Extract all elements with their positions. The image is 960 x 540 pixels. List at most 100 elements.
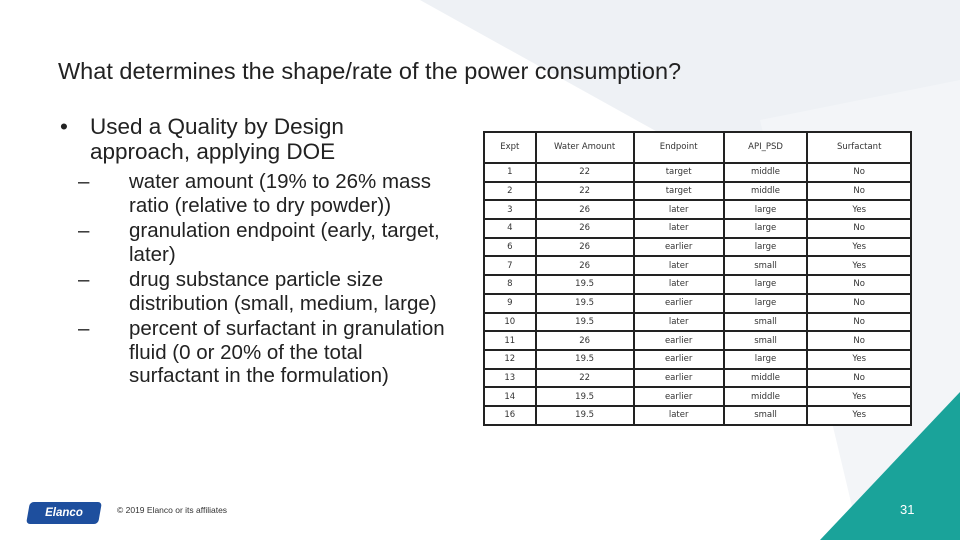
doe-table: Expt Water Amount Endpoint API_PSD Surfa…: [483, 131, 912, 426]
table-row: 8 19.5 later large No: [483, 274, 912, 295]
cell-endpoint: earlier: [632, 330, 725, 351]
cell-expt: 2: [483, 180, 537, 202]
slide-number: 31: [900, 502, 915, 517]
cell-expt: 12: [483, 348, 537, 370]
table-row: 4 26 later large No: [483, 218, 912, 239]
cell-water-amount: 19.5: [534, 404, 635, 426]
elanco-logo: Elanco: [26, 502, 102, 524]
cell-api-psd: middle: [722, 180, 809, 202]
table-body: 1 22 target middle No 2 22 target middle No 3 26 lat…: [483, 162, 912, 426]
cell-api-psd: large: [722, 348, 809, 370]
header-api-psd: API_PSD: [722, 131, 809, 164]
cell-endpoint: later: [632, 404, 725, 426]
sub-bullet-marker: –: [78, 317, 90, 340]
table-header-row: Expt Water Amount Endpoint API_PSD Surfa…: [483, 131, 912, 164]
slide-title: What determines the shape/rate of the po…: [58, 58, 682, 84]
cell-endpoint: earlier: [632, 292, 725, 314]
cell-surfactant: Yes: [806, 404, 912, 426]
cell-endpoint: target: [632, 162, 725, 183]
table-row: 1 22 target middle No: [483, 162, 912, 183]
cell-surfactant: No: [806, 311, 912, 333]
cell-water-amount: 26: [534, 199, 635, 221]
cell-api-psd: middle: [722, 162, 809, 183]
sub-bullet-text: percent of surfactant in granulation flu…: [129, 317, 445, 387]
cell-water-amount: 19.5: [534, 311, 635, 333]
sub-bullet-marker: –: [78, 170, 90, 193]
cell-endpoint: earlier: [632, 236, 725, 258]
cell-surfactant: Yes: [806, 348, 912, 370]
cell-api-psd: small: [722, 404, 809, 426]
sub-bullet-water-amount: – water amount (19% to 26% mass ratio (r…: [68, 170, 445, 217]
cell-water-amount: 19.5: [534, 274, 635, 295]
cell-endpoint: earlier: [632, 367, 725, 389]
cell-expt: 6: [483, 236, 537, 258]
cell-api-psd: large: [722, 236, 809, 258]
sub-bullet-text: drug substance particle size distributio…: [129, 268, 437, 315]
cell-endpoint: later: [632, 274, 725, 295]
cell-expt: 3: [483, 199, 537, 221]
cell-water-amount: 22: [534, 162, 635, 183]
cell-api-psd: small: [722, 330, 809, 351]
cell-water-amount: 19.5: [534, 348, 635, 370]
logo-text: Elanco: [45, 507, 83, 519]
cell-api-psd: small: [722, 255, 809, 277]
header-water-amount: Water Amount: [534, 131, 635, 164]
table-row: 16 19.5 later small Yes: [483, 404, 912, 426]
cell-surfactant: No: [806, 367, 912, 389]
sub-bullet-text: granulation endpoint (early, target, lat…: [129, 219, 440, 266]
table-row: 7 26 later small Yes: [483, 255, 912, 277]
sub-bullet-marker: –: [78, 219, 90, 242]
cell-water-amount: 19.5: [534, 386, 635, 407]
header-expt: Expt: [483, 131, 537, 164]
cell-surfactant: Yes: [806, 236, 912, 258]
cell-surfactant: No: [806, 292, 912, 314]
cell-surfactant: Yes: [806, 199, 912, 221]
sub-bullet-list: – water amount (19% to 26% mass ratio (r…: [60, 170, 445, 388]
cell-surfactant: No: [806, 180, 912, 202]
cell-endpoint: later: [632, 218, 725, 239]
table-row: 9 19.5 earlier large No: [483, 292, 912, 314]
table-row: 11 26 earlier small No: [483, 330, 912, 351]
table-row: 10 19.5 later small No: [483, 311, 912, 333]
bullet-list: • Used a Quality by Design approach, app…: [60, 114, 445, 390]
cell-water-amount: 26: [534, 330, 635, 351]
teal-corner-shape: [820, 392, 960, 540]
cell-expt: 11: [483, 330, 537, 351]
cell-expt: 4: [483, 218, 537, 239]
cell-expt: 7: [483, 255, 537, 277]
header-surfactant: Surfactant: [806, 131, 912, 164]
cell-endpoint: earlier: [632, 386, 725, 407]
sub-bullet-text: water amount (19% to 26% mass ratio (rel…: [129, 170, 431, 217]
cell-endpoint: earlier: [632, 348, 725, 370]
cell-surfactant: Yes: [806, 386, 912, 407]
cell-water-amount: 22: [534, 367, 635, 389]
cell-expt: 14: [483, 386, 537, 407]
cell-water-amount: 26: [534, 255, 635, 277]
cell-endpoint: later: [632, 311, 725, 333]
cell-api-psd: small: [722, 311, 809, 333]
cell-water-amount: 19.5: [534, 292, 635, 314]
sub-bullet-marker: –: [78, 268, 90, 291]
table-row: 3 26 later large Yes: [483, 199, 912, 221]
cell-api-psd: large: [722, 292, 809, 314]
copyright-text: © 2019 Elanco or its affiliates: [117, 505, 228, 515]
table-row: 6 26 earlier large Yes: [483, 236, 912, 258]
cell-expt: 13: [483, 367, 537, 389]
cell-endpoint: target: [632, 180, 725, 202]
table-row: 13 22 earlier middle No: [483, 367, 912, 389]
cell-surfactant: No: [806, 218, 912, 239]
cell-expt: 1: [483, 162, 537, 183]
cell-water-amount: 26: [534, 218, 635, 239]
cell-expt: 10: [483, 311, 537, 333]
cell-api-psd: large: [722, 199, 809, 221]
cell-api-psd: large: [722, 274, 809, 295]
cell-surfactant: No: [806, 162, 912, 183]
cell-api-psd: middle: [722, 367, 809, 389]
table-row: 2 22 target middle No: [483, 180, 912, 202]
cell-expt: 9: [483, 292, 537, 314]
cell-expt: 16: [483, 404, 537, 426]
cell-water-amount: 26: [534, 236, 635, 258]
cell-api-psd: large: [722, 218, 809, 239]
cell-surfactant: No: [806, 330, 912, 351]
bullet-marker: •: [60, 114, 68, 139]
